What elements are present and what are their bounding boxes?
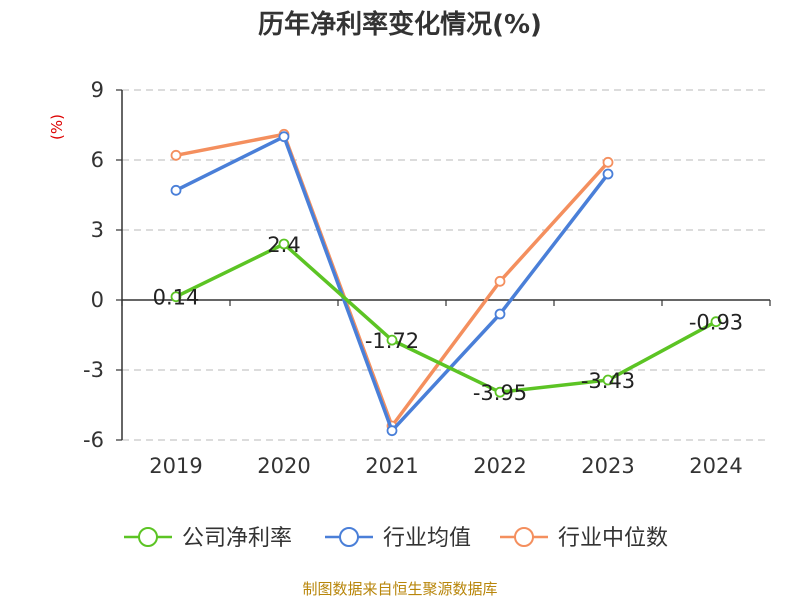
series-line-2 bbox=[175, 132, 610, 428]
legend-label-0: 公司净利率 bbox=[182, 526, 292, 551]
series-point-0 bbox=[278, 238, 290, 250]
data-label-2023: -3.43 bbox=[581, 369, 635, 393]
legend-label-2: 行业中位数 bbox=[558, 526, 668, 551]
data-label-2021: -1.72 bbox=[365, 329, 419, 353]
legend-swatch-marker-1 bbox=[339, 527, 359, 547]
chart-source-note: 制图数据来自恒生聚源数据库 bbox=[302, 580, 498, 598]
legend-swatch-marker-2 bbox=[514, 527, 534, 547]
y-tick-label: 6 bbox=[91, 148, 104, 172]
series-point-1 bbox=[170, 184, 182, 196]
y-tick-label: 9 bbox=[91, 78, 104, 102]
data-label-2020: 2.4 bbox=[267, 233, 300, 257]
y-axis-unit-label: (%) bbox=[48, 114, 66, 140]
data-label-2019: 0.14 bbox=[153, 286, 200, 310]
series-point-0 bbox=[494, 386, 506, 398]
y-tick-label: 0 bbox=[91, 288, 104, 312]
y-tick-label: 3 bbox=[91, 218, 104, 242]
series-point-2 bbox=[494, 275, 506, 287]
series-point-1 bbox=[494, 308, 506, 320]
series-point-1 bbox=[602, 168, 614, 180]
series-point-0 bbox=[170, 291, 182, 303]
series-point-1 bbox=[386, 425, 398, 437]
x-tick-label-2019: 2019 bbox=[149, 454, 202, 478]
data-labels: 0.14 2.4 -1.72 -3.95 -3.43 -0.93 bbox=[153, 233, 744, 405]
x-tick-label-2024: 2024 bbox=[689, 454, 742, 478]
gridlines bbox=[122, 89, 770, 441]
axes: 9 6 3 0 -3 -6 2019 2020 2021 2022 2023 2024 (%) bbox=[48, 78, 771, 478]
x-tick-label-2022: 2022 bbox=[473, 454, 526, 478]
legend-swatch-marker-0 bbox=[138, 527, 158, 547]
series-point-2 bbox=[602, 156, 614, 168]
series-point-0 bbox=[386, 334, 398, 346]
x-tick-label-2020: 2020 bbox=[257, 454, 310, 478]
series-point-1 bbox=[278, 131, 290, 143]
legend: 公司净利率 行业均值 行业中位数 bbox=[124, 526, 668, 551]
data-label-2024: -0.93 bbox=[689, 311, 743, 335]
series-line-0 bbox=[175, 242, 717, 394]
data-label-2022: -3.95 bbox=[473, 381, 527, 405]
series-point-0 bbox=[602, 374, 614, 386]
series-layer bbox=[170, 128, 722, 437]
legend-label-1: 行业均值 bbox=[383, 526, 471, 551]
chart-title: 历年净利率变化情况(%) bbox=[258, 10, 542, 40]
y-tick-label: -6 bbox=[83, 428, 104, 452]
series-point-2 bbox=[170, 149, 182, 161]
x-tick-label-2023: 2023 bbox=[581, 454, 634, 478]
series-point-0 bbox=[710, 316, 722, 328]
x-tick-label-2021: 2021 bbox=[365, 454, 418, 478]
y-tick-label: -3 bbox=[83, 358, 104, 382]
